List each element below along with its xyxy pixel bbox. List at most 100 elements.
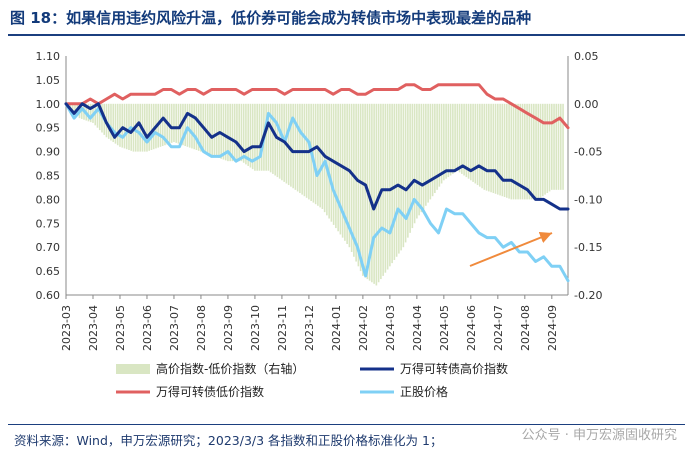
spread-bar (233, 103, 236, 162)
spread-bar (546, 103, 549, 194)
spread-bar (398, 103, 400, 254)
spread-bar (182, 103, 184, 146)
spread-bar (330, 103, 333, 222)
left-tick-label: 0.95 (36, 122, 61, 135)
spread-bar (362, 103, 364, 276)
spread-bar (303, 103, 306, 197)
spread-bar (256, 103, 258, 171)
spread-bar (287, 103, 290, 186)
spread-bar (503, 103, 506, 198)
spread-bar (258, 103, 261, 171)
right-tick-label: -0.15 (574, 241, 602, 254)
legend-spread-bars: 高价指数-低价指数（右轴） (116, 361, 304, 376)
legend-label: 高价指数-低价指数（右轴） (156, 361, 304, 376)
spread-bar (533, 103, 535, 200)
spread-bar (87, 103, 90, 122)
low-price-index-line (64, 83, 570, 130)
left-tick-label: 0.70 (36, 241, 61, 254)
spread-bar (359, 103, 362, 272)
spread-bar (290, 103, 292, 187)
x-tick-label: 2023-03 (60, 305, 73, 351)
spread-bar (411, 103, 414, 229)
x-tick-label: 2024-08 (519, 305, 532, 351)
spread-bar (517, 103, 519, 200)
spread-bar (557, 103, 560, 190)
spread-bar (530, 103, 533, 200)
x-tick-label: 2024-06 (465, 305, 478, 351)
spread-bar (184, 103, 187, 147)
legend-high-index: 万得可转债高价指数 (360, 361, 508, 376)
spread-bar (278, 103, 281, 179)
spread-bar (413, 103, 416, 224)
spread-bar (539, 103, 542, 198)
spread-bar (227, 103, 229, 162)
spread-bar (236, 103, 238, 162)
spread-bar (393, 103, 396, 260)
spread-bar (71, 103, 74, 111)
spread-bar (321, 103, 324, 209)
spread-bar (161, 103, 164, 147)
spread-bar (384, 103, 387, 273)
left-tick-label: 0.85 (36, 170, 61, 183)
spread-bar (537, 103, 540, 200)
spread-bar (510, 103, 513, 200)
spread-bar (110, 103, 112, 141)
spread-bar (353, 103, 355, 257)
x-tick-label: 2024-02 (357, 305, 370, 351)
spread-bar (474, 103, 477, 184)
spread-bar (416, 103, 418, 219)
x-tick-label: 2024-07 (492, 305, 505, 351)
spread-bar (555, 103, 558, 190)
spread-bar (188, 103, 191, 148)
spread-bar (454, 103, 456, 173)
spread-bar (377, 103, 380, 283)
spread-bar (186, 103, 189, 147)
spread-bar (375, 103, 378, 286)
left-tick-label: 1.10 (36, 50, 61, 63)
spread-bar (119, 103, 121, 147)
spread-bar (242, 103, 245, 163)
spread-bar (200, 103, 202, 152)
spread-bar (222, 103, 225, 160)
spread-bar (114, 103, 117, 144)
spread-bar (301, 103, 303, 195)
spread-bar (526, 103, 528, 200)
x-tick-label: 2023-08 (195, 305, 208, 351)
x-tick-label: 2023-06 (141, 305, 154, 351)
spread-bar (479, 103, 481, 187)
spread-bar (524, 103, 526, 200)
spread-bar (371, 103, 373, 283)
spread-bar (191, 103, 193, 149)
right-tick-label: -0.10 (574, 193, 602, 206)
spread-bar (483, 103, 486, 190)
series-lines (64, 83, 570, 283)
spread-bar (197, 103, 200, 151)
legend-swatch (116, 364, 150, 374)
legend-label: 万得可转债低价指数 (156, 384, 264, 399)
spread-bar (449, 103, 452, 176)
spread-bar (425, 103, 427, 206)
spread-bar (528, 103, 531, 200)
spread-bar (440, 103, 443, 184)
left-tick-label: 0.90 (36, 146, 61, 159)
spread-bar (294, 103, 297, 190)
x-tick-label: 2024-03 (384, 305, 397, 351)
spread-bar (116, 103, 119, 146)
x-tick-label: 2023-10 (249, 305, 262, 351)
spread-bar (215, 103, 218, 158)
spread-bar (357, 103, 360, 267)
spread-bar (254, 103, 256, 171)
spread-bar (335, 103, 337, 229)
spread-bar (170, 103, 173, 143)
spread-bar (107, 103, 110, 139)
spread-bar (211, 103, 213, 156)
spread-bar (121, 103, 124, 148)
legend-label: 万得可转债高价指数 (400, 361, 508, 376)
x-tick-label: 2023-04 (87, 305, 100, 351)
x-tick-label: 2023-11 (276, 305, 289, 351)
spread-bar (224, 103, 227, 161)
right-tick-label: 0.00 (574, 98, 599, 111)
spread-bar (150, 103, 153, 151)
spread-bar (251, 103, 254, 170)
spread-bar (152, 103, 155, 150)
